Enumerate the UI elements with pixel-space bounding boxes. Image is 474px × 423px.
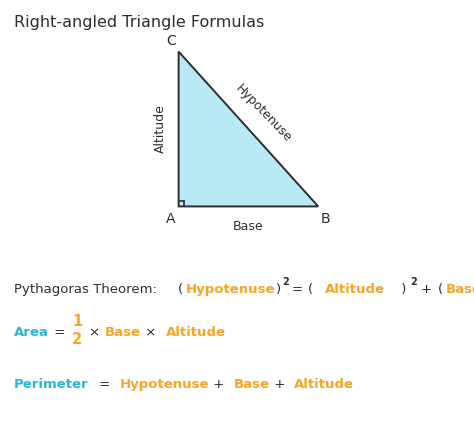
Text: Hypotenuse: Hypotenuse [186, 283, 275, 296]
Text: Altitude: Altitude [325, 283, 385, 296]
Text: Base: Base [233, 220, 264, 233]
Text: 1: 1 [72, 314, 82, 329]
Text: A: A [166, 212, 176, 226]
Text: Altitude: Altitude [294, 379, 354, 391]
Text: =: = [50, 326, 70, 338]
Text: (: ( [438, 283, 443, 296]
Text: =: = [95, 379, 114, 391]
Text: B: B [321, 212, 331, 226]
Text: (: ( [178, 283, 183, 296]
Text: 2: 2 [283, 277, 289, 287]
Text: +: + [421, 283, 437, 296]
Text: Area: Area [14, 326, 49, 338]
Text: Hypotenuse: Hypotenuse [119, 379, 209, 391]
Text: =: = [292, 283, 307, 296]
Text: Base: Base [446, 283, 474, 296]
Text: Altitude: Altitude [155, 104, 167, 154]
Text: Base: Base [234, 379, 270, 391]
Text: Hypotenuse: Hypotenuse [233, 82, 294, 145]
Text: ×: × [89, 326, 104, 338]
Text: +: + [209, 379, 229, 391]
Text: C: C [166, 34, 176, 49]
Text: ×: × [141, 326, 161, 338]
Text: +: + [270, 379, 289, 391]
Text: 2: 2 [72, 332, 82, 347]
Text: Pythagoras Theorem:: Pythagoras Theorem: [14, 283, 161, 296]
Text: (: ( [309, 283, 318, 296]
Text: 2: 2 [410, 277, 417, 287]
Text: ): ) [397, 283, 406, 296]
Text: ): ) [276, 283, 281, 296]
Text: Right-angled Triangle Formulas: Right-angled Triangle Formulas [14, 15, 264, 30]
Text: Base: Base [105, 326, 141, 338]
Text: Perimeter: Perimeter [14, 379, 89, 391]
Text: Altitude: Altitude [165, 326, 226, 338]
Polygon shape [179, 52, 318, 206]
